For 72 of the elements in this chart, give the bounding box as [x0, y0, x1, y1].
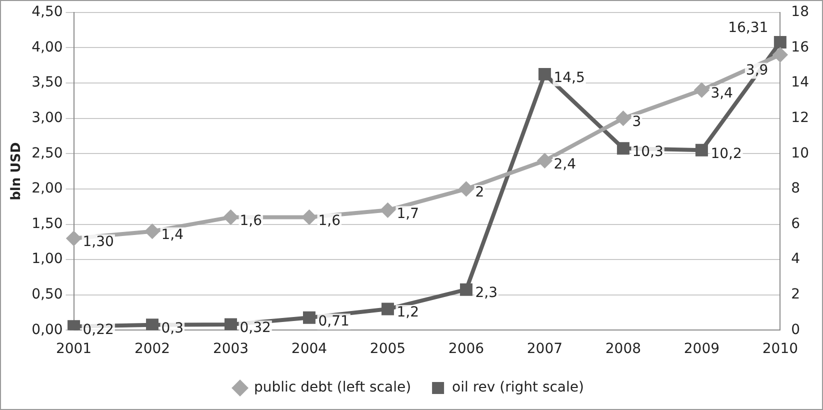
point [459, 182, 474, 196]
y-tick-label: 2,50 [32, 145, 63, 162]
y-tick-label: 1,00 [32, 251, 63, 268]
y-tick-label: 3,50 [32, 74, 63, 91]
data-label: 0,22 [82, 322, 114, 338]
data-label: 2 [475, 184, 484, 201]
data-label: 16,31 [728, 20, 768, 36]
point [224, 210, 238, 224]
point [616, 111, 630, 126]
point [224, 318, 237, 330]
y-tick-label: 0,00 [32, 322, 63, 338]
data-label: 0,71 [318, 313, 350, 330]
legend-label: public debt (left scale) [254, 380, 412, 396]
data-label: 1,6 [240, 212, 262, 229]
point [695, 144, 708, 156]
y2-tick-label: 14 [791, 74, 810, 91]
x-tick-label: 2004 [291, 341, 328, 358]
point [302, 210, 316, 224]
y-axis-title: bln USD [9, 142, 24, 200]
data-label: 1,2 [396, 304, 419, 321]
x-tick-label: 2006 [448, 341, 484, 358]
data-label: 2,4 [554, 156, 576, 172]
y2-tick-label: 18 [791, 4, 810, 20]
data-label: 3,4 [710, 86, 734, 102]
data-label: 0,32 [240, 320, 271, 336]
x-tick-label: 2009 [684, 341, 720, 358]
point [380, 203, 395, 218]
y-tick-label: 4,00 [32, 39, 63, 56]
y2-tick-label: 12 [791, 110, 810, 126]
data-label: 1,4 [161, 226, 184, 243]
data-label: 1,6 [318, 212, 341, 229]
x-tick-label: 2008 [605, 341, 642, 358]
y2-tick-label: 4 [791, 251, 800, 268]
point [146, 318, 159, 330]
point [774, 36, 786, 48]
y-tick-label: 0,50 [32, 286, 63, 303]
point [773, 48, 788, 62]
point [66, 231, 81, 246]
data-label: 1,7 [396, 206, 419, 222]
x-tick-label: 2003 [212, 341, 249, 358]
y2-tick-label: 2 [791, 286, 800, 303]
legend-label: oil rev (right scale) [452, 380, 584, 396]
data-label: 10,2 [710, 146, 742, 162]
y-tick-label: 3,00 [32, 110, 63, 126]
point [460, 283, 472, 296]
data-label: 2,3 [475, 285, 498, 302]
data-label: 1,30 [82, 234, 114, 250]
y-tick-label: 4,50 [32, 4, 63, 20]
y2-tick-label: 6 [791, 216, 800, 232]
x-tick-label: 2001 [56, 341, 92, 358]
y2-tick-label: 10 [791, 145, 810, 162]
x-tick-label: 2005 [370, 341, 406, 358]
y-tick-label: 2,00 [32, 180, 63, 197]
point [145, 224, 160, 238]
data-label: 3 [632, 114, 642, 130]
y2-tick-label: 0 [791, 322, 800, 338]
data-label: 3,9 [746, 62, 768, 78]
y-tick-label: 1,50 [32, 216, 63, 232]
y2-tick-label: 8 [791, 180, 800, 197]
data-label: 0,3 [161, 320, 184, 337]
point [303, 311, 316, 324]
data-label: 10,3 [632, 144, 664, 160]
point [381, 302, 394, 316]
data-label: 14,5 [554, 70, 585, 86]
x-tick-label: 2002 [134, 341, 170, 358]
x-tick-label: 2007 [526, 341, 563, 358]
point [694, 83, 709, 98]
point [616, 142, 630, 155]
point [538, 154, 552, 168]
point [538, 68, 551, 80]
y2-tick-label: 16 [791, 39, 810, 56]
x-tick-label: 2010 [762, 341, 798, 358]
